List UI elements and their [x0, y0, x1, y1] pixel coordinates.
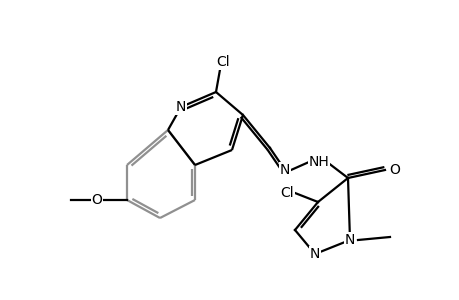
- Text: N: N: [279, 163, 290, 177]
- Text: O: O: [389, 163, 400, 177]
- Text: O: O: [91, 193, 102, 207]
- Text: N: N: [175, 100, 186, 114]
- Text: N: N: [344, 233, 354, 247]
- Text: NH: NH: [308, 155, 329, 169]
- Text: Cl: Cl: [216, 55, 230, 69]
- Text: N: N: [309, 247, 319, 261]
- Text: Cl: Cl: [280, 186, 293, 200]
